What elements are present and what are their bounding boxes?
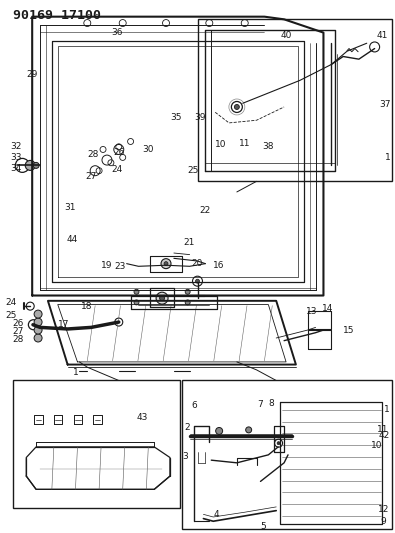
Text: 11: 11 [239, 139, 250, 148]
Text: 25: 25 [188, 166, 199, 175]
Text: 5: 5 [260, 522, 266, 531]
Text: 33: 33 [11, 153, 22, 162]
Text: 7: 7 [257, 400, 263, 409]
Text: 6: 6 [191, 401, 197, 410]
Text: 30: 30 [142, 145, 154, 154]
Text: 14: 14 [322, 304, 333, 313]
Bar [198, 19, 392, 181]
Text: 29: 29 [27, 69, 38, 78]
Text: 38: 38 [262, 142, 274, 151]
Circle shape [156, 292, 168, 304]
Circle shape [196, 279, 199, 283]
Text: 35: 35 [170, 113, 181, 122]
Text: 28: 28 [12, 335, 24, 344]
Circle shape [25, 160, 35, 171]
Circle shape [134, 300, 139, 305]
Circle shape [185, 289, 190, 294]
Text: 22: 22 [199, 206, 211, 215]
Text: 18: 18 [81, 302, 93, 311]
Text: 36: 36 [111, 28, 122, 37]
Text: 15: 15 [343, 326, 355, 335]
Text: 28: 28 [88, 150, 99, 159]
Text: 10: 10 [371, 441, 382, 450]
Text: 34: 34 [11, 164, 22, 173]
Text: 10: 10 [215, 140, 226, 149]
Text: 37: 37 [379, 100, 390, 109]
Text: 12: 12 [378, 505, 389, 514]
Bar [13, 381, 180, 508]
Text: 13: 13 [306, 307, 317, 316]
Text: 1: 1 [73, 368, 79, 377]
Text: 19: 19 [101, 261, 113, 270]
Text: 20: 20 [192, 259, 203, 268]
Text: 2: 2 [184, 423, 190, 432]
Text: 31: 31 [64, 204, 75, 212]
Text: 23: 23 [114, 262, 126, 271]
Circle shape [161, 259, 171, 269]
Circle shape [185, 300, 190, 305]
Text: 32: 32 [11, 142, 22, 151]
Text: 17: 17 [58, 320, 70, 329]
Circle shape [164, 262, 168, 265]
Text: 42: 42 [378, 431, 389, 440]
Text: 8: 8 [268, 399, 274, 408]
Circle shape [277, 442, 280, 445]
Text: 90169 17100: 90169 17100 [13, 9, 100, 22]
Text: 16: 16 [213, 261, 225, 270]
Circle shape [134, 289, 139, 294]
Text: 11: 11 [377, 425, 388, 434]
Text: 24: 24 [111, 165, 122, 174]
Text: 21: 21 [184, 238, 195, 247]
Text: 44: 44 [66, 235, 77, 244]
Text: 26: 26 [12, 319, 24, 328]
Circle shape [33, 163, 39, 168]
Circle shape [234, 104, 239, 109]
Circle shape [34, 326, 42, 334]
Text: 1: 1 [384, 405, 389, 414]
Text: 3: 3 [182, 452, 188, 461]
Circle shape [216, 427, 223, 434]
Text: 27: 27 [12, 327, 24, 336]
Text: 24: 24 [5, 298, 17, 307]
Text: 39: 39 [194, 113, 205, 122]
Text: 25: 25 [5, 311, 17, 320]
Text: 4: 4 [214, 511, 220, 519]
Circle shape [34, 310, 42, 318]
Circle shape [160, 296, 165, 301]
Text: 26: 26 [113, 148, 124, 157]
Text: 9: 9 [381, 516, 386, 526]
Bar [182, 381, 392, 529]
Text: 1: 1 [385, 153, 390, 162]
Circle shape [34, 318, 42, 326]
Text: 40: 40 [280, 31, 292, 40]
Circle shape [34, 334, 42, 342]
Text: 27: 27 [86, 172, 97, 181]
Text: 43: 43 [137, 413, 148, 422]
Text: 41: 41 [376, 31, 388, 40]
Circle shape [246, 427, 252, 433]
